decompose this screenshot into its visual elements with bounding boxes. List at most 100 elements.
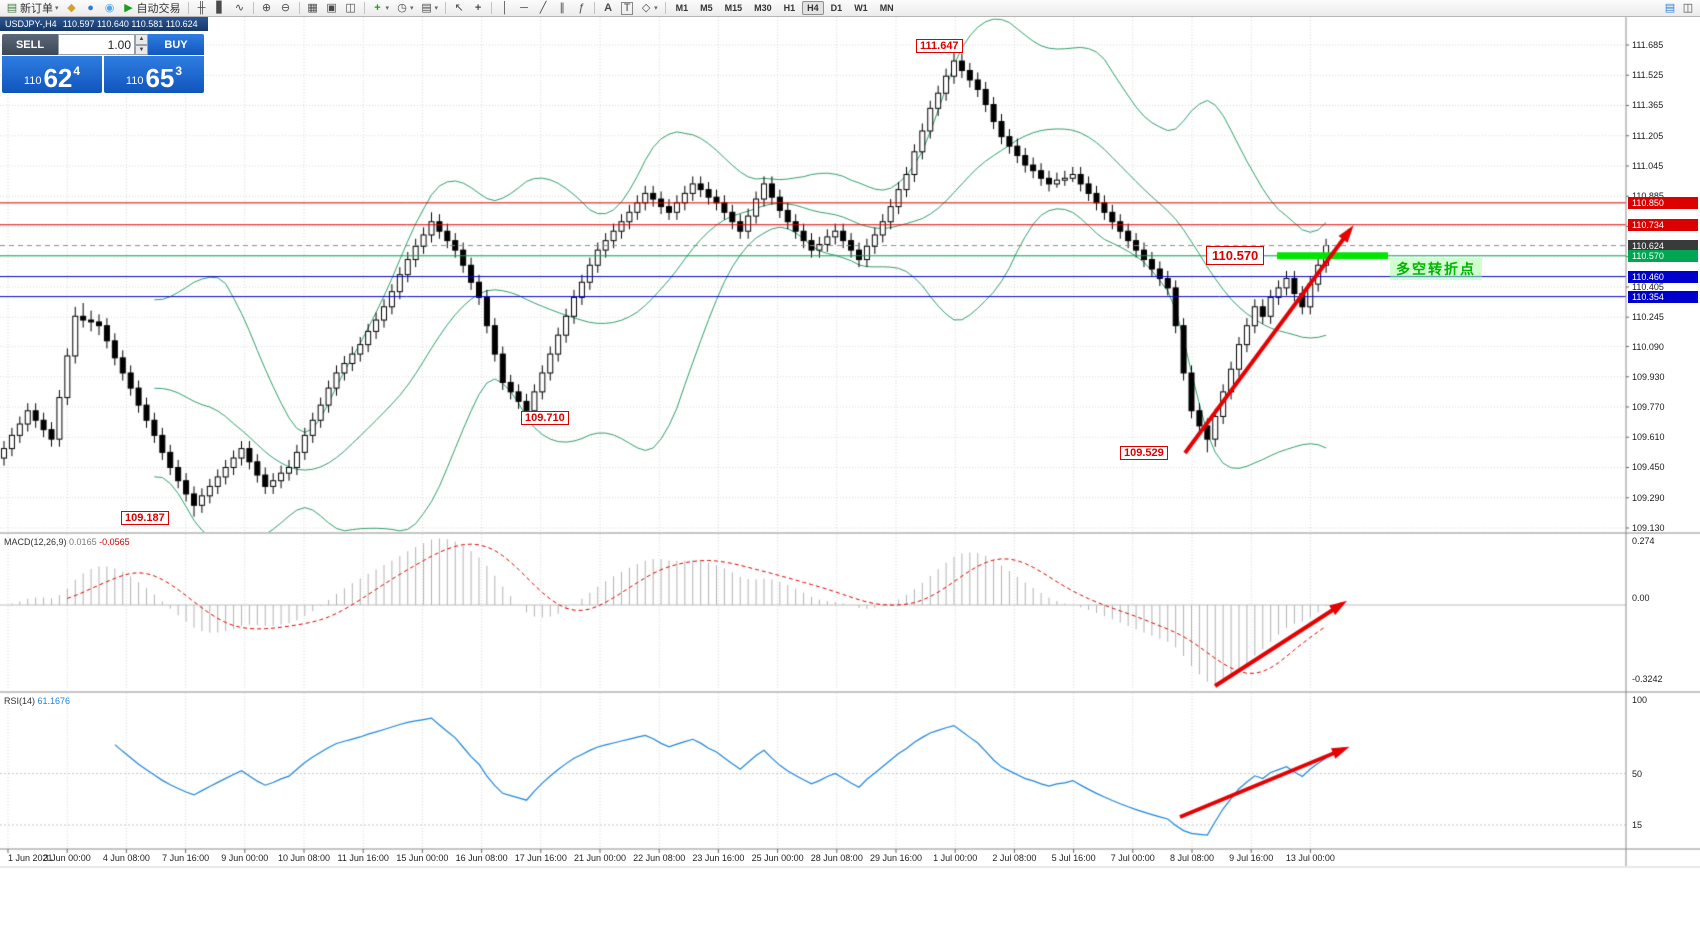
volume-up-button[interactable]: ▲ [135,34,148,45]
one-click-trading-panel: SELL 1.00 ▲ ▼ BUY 110 62 4 110 65 3 [2,34,204,93]
text-tool-button[interactable]: A [599,1,617,16]
label-tool-icon: T [621,2,634,15]
price-axis-tick: 109.290 [1632,492,1665,503]
sell-price-display[interactable]: 110 62 4 [2,56,102,93]
time-axis-label: 1 Jul 00:00 [933,853,978,863]
buy-price-sup: 3 [175,64,183,78]
timeframe-m1-button[interactable]: M1 [675,3,689,13]
chevron-down-icon: ▾ [385,5,390,12]
time-axis-label: 7 Jul 00:00 [1110,853,1155,863]
buy-price-display[interactable]: 110 65 3 [104,56,204,93]
autotrading-button[interactable]: ▶ 自动交易 [120,1,184,16]
time-axis-label: 7 Jun 16:00 [162,853,210,863]
crosshair-button[interactable]: + [469,1,487,16]
price-axis-tick: 109.610 [1632,432,1665,443]
timeframe-m5-button[interactable]: M5 [700,3,713,13]
channel-button[interactable]: ∥ [553,1,571,16]
periods-button[interactable]: ◷ ▾ [393,1,417,16]
price-axis-tick: 111.685 [1632,40,1664,50]
time-axis-label: 8 Jul 08:00 [1169,853,1215,863]
chevron-down-icon: ▾ [434,5,439,12]
grid-button[interactable]: ▦ [304,1,322,16]
templates-icon: ▤ [421,1,432,14]
cascade-windows-button[interactable]: ▣ [323,1,341,16]
fibonacci-button[interactable]: ƒ [572,1,590,16]
volume-input[interactable]: 1.00 [58,34,135,55]
trendline-icon: ╱ [539,1,547,14]
price-axis-tick: 109.130 [1632,522,1665,533]
price-tag: 110.354 [1628,290,1698,303]
grid-icon: ▦ [307,1,318,14]
price-annotation[interactable]: 111.647 [916,39,963,53]
new-chart-button[interactable]: ▤ [1661,1,1679,16]
rsi-axis-tick: 50 [1632,768,1643,779]
timeframe-m30-button[interactable]: M30 [754,3,772,13]
window-layout-button[interactable]: ◫ [1679,1,1697,16]
refresh-button[interactable]: ◉ [101,1,119,16]
macd-axis-zero: 0.00 [1632,593,1650,603]
price-axis-tick: 109.770 [1632,402,1665,412]
toolbar-separator [363,2,365,14]
tile-windows-button[interactable]: ◫ [342,1,360,16]
price-axis-tick: 109.930 [1632,371,1665,382]
zoom-out-icon: ⊖ [280,1,291,14]
new-order-icon: ▤ [6,1,18,14]
turning-point-label[interactable]: 多空转折点 [1390,258,1482,280]
refresh-icon: ◉ [104,1,115,14]
sell-button[interactable]: SELL [2,34,58,55]
time-axis-label: 15 Jun 00:00 [396,853,449,863]
chevron-down-icon: ▾ [654,5,658,12]
timeframe-w1-button[interactable]: W1 [854,3,868,13]
time-axis-label: 11 Jun 16:00 [337,853,389,863]
time-axis-label: 21 Jun 00:00 [573,853,627,863]
timeframe-h4-button[interactable]: H4 [802,1,824,15]
timeframe-d1-button[interactable]: D1 [830,3,843,13]
timeframe-mn-button[interactable]: MN [879,3,894,13]
price-annotation[interactable]: 109.710 [521,411,569,425]
timeframe-h1-button[interactable]: H1 [783,3,796,13]
price-annotation[interactable]: 110.570 [1206,246,1265,265]
new-order-button[interactable]: ▤ 新订单 ▾ [3,1,62,16]
toolbar-separator [298,2,300,14]
volume-down-button[interactable]: ▼ [135,44,148,55]
candlestick-chart-button[interactable]: ▋ [212,1,230,16]
time-axis-label: 3 Jun 00:00 [43,853,91,863]
time-axis-label: 9 Jun 00:00 [221,853,269,863]
templates-button[interactable]: ▤ ▾ [418,1,442,16]
chevron-down-icon: ▾ [55,5,59,12]
price-axis-tick: 110.405 [1632,281,1664,292]
timeframe-m15-button[interactable]: M15 [724,3,743,13]
price-axis-tick: 110.885 [1632,191,1664,201]
label-tool-button[interactable]: T [618,1,636,16]
zoom-in-button[interactable]: ⊕ [258,1,276,16]
zoom-out-button[interactable]: ⊖ [277,1,295,16]
sell-price-big: 62 [43,63,73,93]
gold-icon: ◆ [67,1,76,14]
market-watch-button[interactable]: ● [82,1,100,16]
cursor-button[interactable]: ↖ [450,1,468,16]
price-axis-tick: 111.365 [1632,100,1664,111]
trendline-button[interactable]: ╱ [534,1,552,16]
gold-button[interactable]: ◆ [63,1,81,16]
rsi-label: RSI(14) 61.1676 [4,696,70,706]
bar-chart-button[interactable]: ╫ [193,1,211,16]
clock-icon: ◷ [397,1,407,14]
macd-axis-max: 0.274 [1632,535,1655,546]
shapes-button[interactable]: ◇ ▾ [637,1,661,16]
horizontal-line-button[interactable]: ─ [515,1,533,16]
text-tool-icon: A [604,1,613,14]
chart-title-bar: USDJPY-,H4 110.597 110.640 110.581 110.6… [0,17,208,31]
cascade-windows-icon: ▣ [326,1,337,14]
toolbar-separator [445,2,447,14]
price-axis-tick: 111.045 [1632,160,1664,171]
zoom-in-icon: ⊕ [261,1,272,14]
line-chart-button[interactable]: ∿ [231,1,249,16]
vertical-line-button[interactable]: │ [496,1,514,16]
price-annotation[interactable]: 109.529 [1120,446,1168,460]
price-annotation[interactable]: 109.187 [121,511,169,525]
buy-button[interactable]: BUY [148,34,204,55]
indicators-button[interactable]: + ▾ [369,1,393,16]
toolbar-separator [187,2,189,14]
price-axis-tick: 110.090 [1632,341,1664,352]
